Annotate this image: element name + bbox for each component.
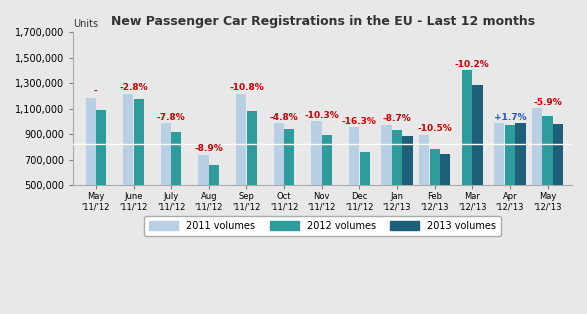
Legend: 2011 volumes, 2012 volumes, 2013 volumes: 2011 volumes, 2012 volumes, 2013 volumes bbox=[144, 216, 501, 236]
Bar bbox=[494, 123, 504, 186]
Text: -10.2%: -10.2% bbox=[455, 60, 490, 69]
Bar bbox=[161, 123, 171, 186]
Bar bbox=[209, 165, 219, 186]
Text: -16.3%: -16.3% bbox=[342, 117, 377, 126]
Text: Units: Units bbox=[73, 19, 99, 29]
Text: -10.3%: -10.3% bbox=[304, 111, 339, 120]
Bar bbox=[515, 123, 525, 186]
Text: +1.7%: +1.7% bbox=[494, 113, 526, 122]
Bar bbox=[382, 125, 392, 186]
Title: New Passenger Car Registrations in the EU - Last 12 months: New Passenger Car Registrations in the E… bbox=[110, 15, 535, 28]
Bar bbox=[505, 125, 515, 186]
Text: -8.7%: -8.7% bbox=[383, 114, 411, 123]
Bar bbox=[473, 85, 483, 186]
Text: -2.8%: -2.8% bbox=[119, 84, 148, 92]
Text: -5.9%: -5.9% bbox=[533, 98, 562, 106]
Bar bbox=[419, 135, 429, 186]
Bar bbox=[462, 70, 472, 186]
Text: -10.5%: -10.5% bbox=[417, 124, 452, 133]
Bar bbox=[236, 94, 246, 186]
Bar bbox=[274, 123, 284, 186]
Bar bbox=[198, 155, 208, 186]
Bar bbox=[322, 135, 332, 186]
Bar bbox=[123, 94, 133, 186]
Text: -4.8%: -4.8% bbox=[269, 113, 298, 122]
Text: -10.8%: -10.8% bbox=[229, 84, 264, 92]
Bar bbox=[86, 98, 96, 186]
Text: -: - bbox=[94, 87, 98, 96]
Bar bbox=[96, 110, 106, 186]
Bar bbox=[532, 108, 542, 186]
Bar bbox=[403, 136, 413, 186]
Bar bbox=[171, 132, 181, 186]
Bar bbox=[542, 116, 552, 186]
Bar bbox=[134, 99, 144, 186]
Bar bbox=[247, 111, 257, 186]
Text: -7.8%: -7.8% bbox=[157, 113, 185, 122]
Bar bbox=[392, 130, 402, 186]
Bar bbox=[349, 127, 359, 186]
Text: -8.9%: -8.9% bbox=[194, 144, 223, 153]
Bar bbox=[359, 152, 370, 186]
Bar bbox=[284, 129, 295, 186]
Bar bbox=[430, 149, 440, 186]
Bar bbox=[553, 124, 563, 186]
Bar bbox=[311, 122, 322, 186]
Bar bbox=[440, 154, 450, 186]
